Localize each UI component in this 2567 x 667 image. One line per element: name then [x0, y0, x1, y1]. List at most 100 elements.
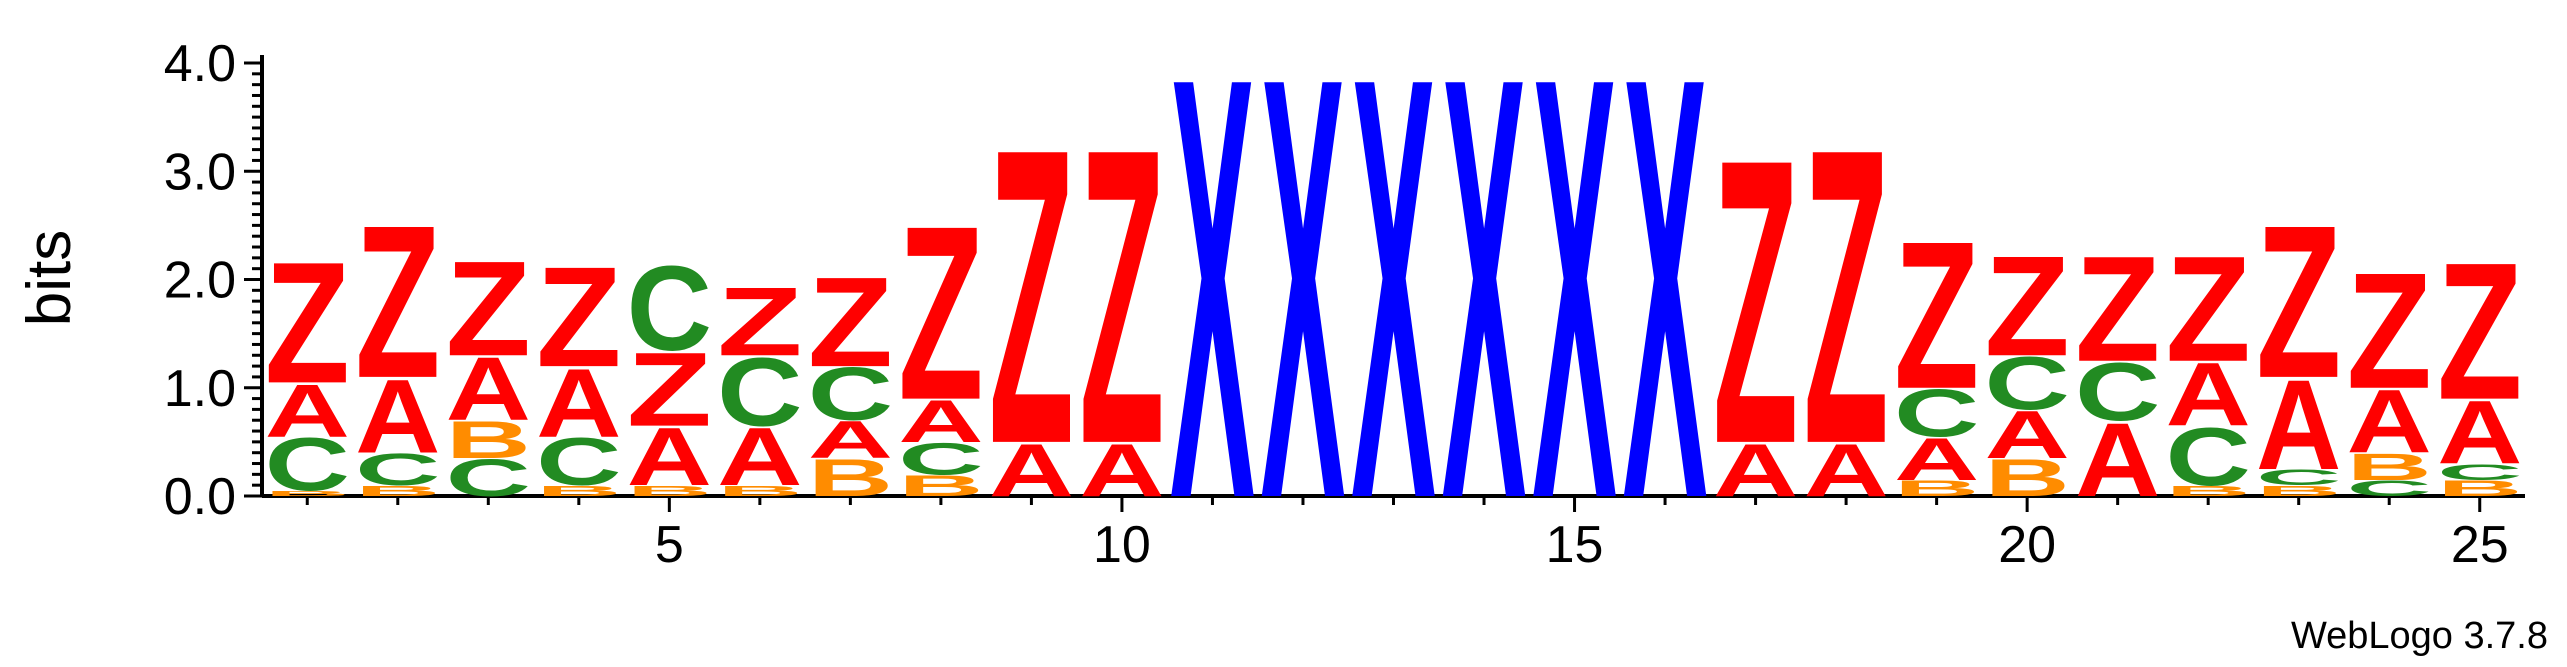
logo-letter-B: B [2166, 482, 2251, 499]
y-axis: 0.0 1.0 2.0 3.0 4.0 [164, 35, 264, 526]
logo-letter-B: B [265, 489, 350, 497]
x-axis: 5 10 15 20 25 [262, 494, 2525, 574]
logo-letter-C: C [536, 425, 621, 500]
logo-letter-Z: Z [898, 174, 983, 451]
logo-letter-B: B [1894, 476, 1979, 501]
logo-letter-C: C [808, 352, 893, 436]
logo-letter-C: C [627, 242, 712, 376]
logo-letter-Z: Z [355, 179, 440, 423]
logo-letter-C: C [717, 337, 802, 446]
logo-letter-Z: Z [265, 227, 350, 420]
logo-letter-B: B [2256, 482, 2341, 499]
logo-letter-C: C [898, 434, 983, 484]
logo-letter-A: A [1984, 398, 2069, 473]
logo-letter-A: A [627, 411, 712, 503]
logo-letter-A: A [1894, 425, 1979, 492]
y-axis-label: bits [15, 230, 84, 326]
x-tick-label: 15 [1546, 516, 1604, 574]
x-tick-label: 20 [1998, 516, 2056, 574]
logo-letter-Z: Z [2437, 221, 2522, 440]
position-21-stack: ACZ [2075, 225, 2160, 519]
logo-letter-A: A [1803, 428, 1888, 512]
x-tick-label: 25 [2451, 516, 2509, 574]
logo-letter-Z: Z [808, 251, 893, 393]
logo-letter-Z: Z [1894, 197, 1979, 433]
position-11-stack: X [1170, 0, 1255, 625]
logo-letter-X: X [1532, 0, 1617, 625]
logo-letter-C: C [2075, 346, 2160, 438]
position-13-stack: X [1351, 0, 1436, 625]
logo-letter-A: A [2166, 345, 2251, 445]
logo-letter-X: X [1261, 0, 1346, 625]
logo-letter-A: A [536, 348, 621, 457]
y-tick-label: 2.0 [164, 252, 236, 310]
logo-letter-Z: Z [2075, 225, 2160, 393]
logo-letter-C: C [1894, 376, 1979, 451]
logo-letter-A: A [1713, 428, 1798, 512]
y-tick-label: 1.0 [164, 360, 236, 418]
logo-letter-B: B [2347, 446, 2432, 488]
logo-letter-X: X [1351, 0, 1436, 625]
position-9-stack: AZ [989, 62, 1074, 532]
logo-letter-B: B [898, 469, 983, 502]
weblogo-credit: WebLogo 3.7.8 [2291, 615, 2548, 657]
logo-letter-A: A [2437, 383, 2522, 483]
logo-letter-Z: Z [627, 331, 712, 449]
position-14-stack: X [1442, 0, 1527, 625]
logo-letter-B: B [536, 482, 621, 499]
logo-letter-Z: Z [536, 237, 621, 397]
logo-letter-A: A [717, 411, 802, 503]
logo-letter-Z: Z [2347, 240, 2432, 424]
logo-letter-Z: Z [1713, 75, 1798, 528]
logo-letter-Z: Z [1803, 62, 1888, 532]
y-tick-label: 3.0 [164, 143, 236, 201]
logo-letter-A: A [2075, 401, 2160, 519]
logo-letter-C: C [2347, 476, 2432, 501]
logo-letter-Z: Z [446, 234, 531, 385]
position-10-stack: AZ [1079, 62, 1164, 532]
logo-letter-Z: Z [1985, 226, 2070, 386]
position-17-stack: AZ [1713, 75, 1798, 528]
logo-letter-X: X [1170, 0, 1255, 625]
logo-letter-Z: Z [2256, 179, 2341, 423]
logo-letter-A: A [808, 411, 893, 470]
logo-letter-B: B [808, 449, 893, 508]
logo-letter-Z: Z [989, 62, 1074, 532]
logo-letter-Z: Z [717, 267, 802, 377]
logo-letter-Z: Z [2166, 225, 2251, 393]
position-15-stack: X [1532, 0, 1617, 625]
y-tick-label: 0.0 [164, 468, 236, 526]
logo-letter-A: A [446, 340, 531, 440]
logo-letter-Z: Z [1079, 62, 1164, 532]
logo-letter-B: B [717, 482, 802, 499]
position-12-stack: X [1261, 0, 1346, 625]
logo-letter-B: B [1984, 449, 2069, 508]
position-16-stack: X [1623, 0, 1708, 625]
logo-letter-C: C [2437, 460, 2522, 485]
logo-letter-A: A [1079, 428, 1164, 512]
logo-letter-A: A [265, 368, 350, 452]
logo-letter-A: A [989, 428, 1074, 512]
logo-letter-C: C [1984, 341, 2069, 425]
x-tick-label: 5 [655, 516, 684, 574]
logo-letter-C: C [446, 449, 531, 508]
logo-letter-B: B [2437, 476, 2522, 501]
y-tick-label: 4.0 [164, 35, 236, 93]
logo-letter-X: X [1442, 0, 1527, 625]
logo-letter-B: B [627, 482, 712, 499]
